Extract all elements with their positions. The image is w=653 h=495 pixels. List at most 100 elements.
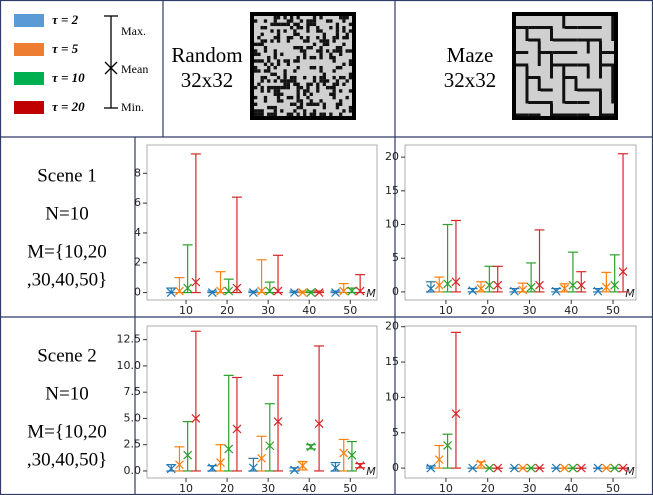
mean-marker: [535, 280, 544, 290]
map-cell: [322, 112, 326, 116]
map-cell: [309, 82, 313, 86]
map-cell: [329, 92, 333, 96]
map-cell: [260, 75, 264, 80]
map-cell: [303, 75, 307, 80]
map-cell: [254, 69, 258, 73]
map-cell: [276, 29, 281, 33]
legend-label: τ = 10: [52, 70, 85, 85]
maze-wall: [528, 113, 541, 117]
map-cell: [296, 16, 300, 20]
map-cell: [273, 112, 277, 116]
map-cell: [322, 39, 326, 43]
map-cell: [299, 25, 304, 30]
error-bar: [223, 374, 234, 472]
map-cell: [312, 75, 317, 80]
map-cell: [257, 52, 261, 57]
map-cell: [267, 65, 271, 70]
map-cell: [325, 85, 330, 90]
error-bar: [442, 223, 453, 293]
map-cell: [322, 35, 326, 40]
map-cell: [299, 99, 304, 103]
map-cell: [276, 16, 281, 20]
mean-marker: [166, 288, 176, 297]
map-cell: [280, 22, 284, 27]
error-bar: [467, 286, 478, 295]
map-cell: [267, 89, 271, 93]
map-cell: [312, 65, 317, 70]
error-bar: [526, 463, 537, 473]
map-cell: [263, 75, 268, 80]
map-cell: [312, 102, 317, 106]
map-cell: [263, 39, 268, 43]
x-tick-label: 50: [606, 304, 620, 317]
x-tick-label: 30: [522, 482, 536, 495]
row-label: Scene 1: [37, 165, 97, 186]
map-cell: [273, 19, 277, 23]
map-cell: [303, 55, 307, 60]
mean-marker: [476, 284, 486, 293]
map-cell: [309, 102, 313, 106]
map-cell: [342, 62, 346, 67]
mean-marker: [298, 461, 308, 471]
y-tick-label: 20: [385, 150, 399, 163]
map-cell: [267, 105, 271, 110]
map-cell: [296, 65, 300, 70]
map-cell: [299, 102, 304, 106]
mean-marker: [618, 463, 628, 473]
map-cell: [276, 95, 281, 100]
map-cell: [299, 85, 304, 90]
y-tick-label: 5.0: [124, 411, 142, 424]
map-cell: [263, 19, 268, 23]
error-bar: [256, 259, 267, 296]
map-cell: [273, 92, 277, 96]
maze-wall: [550, 103, 553, 116]
map-cell: [339, 49, 343, 53]
random-map-image: [250, 12, 356, 120]
maze-wall: [611, 91, 615, 104]
map-cell: [335, 102, 340, 106]
map-cell: [270, 22, 274, 27]
map-cell: [273, 72, 277, 77]
mean-marker: [248, 463, 258, 473]
error-bar: [248, 457, 259, 473]
maze-wall: [516, 26, 529, 29]
map-cell: [273, 22, 277, 27]
mean-marker: [183, 283, 193, 293]
x-tick-label: 30: [261, 304, 275, 317]
map-cell: [306, 39, 310, 43]
map-cell: [276, 89, 281, 93]
marker-legend-symbol: [104, 15, 118, 109]
error-bar: [425, 463, 436, 473]
map-cell: [254, 59, 258, 63]
y-tick-label: 0: [392, 461, 399, 474]
error-bar: [534, 229, 545, 293]
map-cell: [263, 25, 268, 30]
map-cell: [332, 49, 336, 53]
x-tick-label: 20: [481, 304, 495, 317]
row-label: M={10,20: [27, 421, 106, 442]
mean-marker: [601, 282, 611, 292]
map-cell: [335, 32, 340, 37]
y-tick-label: 0: [134, 286, 141, 299]
maze-wall: [540, 26, 553, 29]
maze-wall: [550, 66, 553, 79]
legend-swatch: [14, 101, 44, 114]
map-cell: [286, 35, 290, 40]
map-cell: [273, 52, 277, 57]
map-cell: [335, 65, 340, 70]
maze-wall: [537, 78, 541, 91]
map-cell: [348, 75, 353, 80]
map-cell: [306, 89, 310, 93]
error-bar: [425, 281, 436, 293]
mean-marker: [339, 448, 349, 458]
x-tick-label: 40: [302, 304, 316, 317]
maze-wall: [577, 113, 590, 117]
mean-marker: [593, 463, 603, 473]
map-cell: [309, 99, 313, 103]
mean-marker: [339, 286, 349, 296]
x-tick-label: 50: [606, 482, 620, 495]
map-cell: [254, 112, 258, 116]
mean-marker: [484, 280, 494, 290]
map-cell: [335, 49, 340, 53]
map-cell: [299, 105, 304, 110]
